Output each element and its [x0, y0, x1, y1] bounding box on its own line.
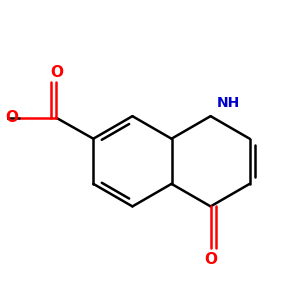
Text: NH: NH	[216, 96, 240, 110]
Text: O: O	[50, 65, 63, 80]
Text: O: O	[5, 110, 18, 125]
Text: O: O	[204, 252, 217, 267]
